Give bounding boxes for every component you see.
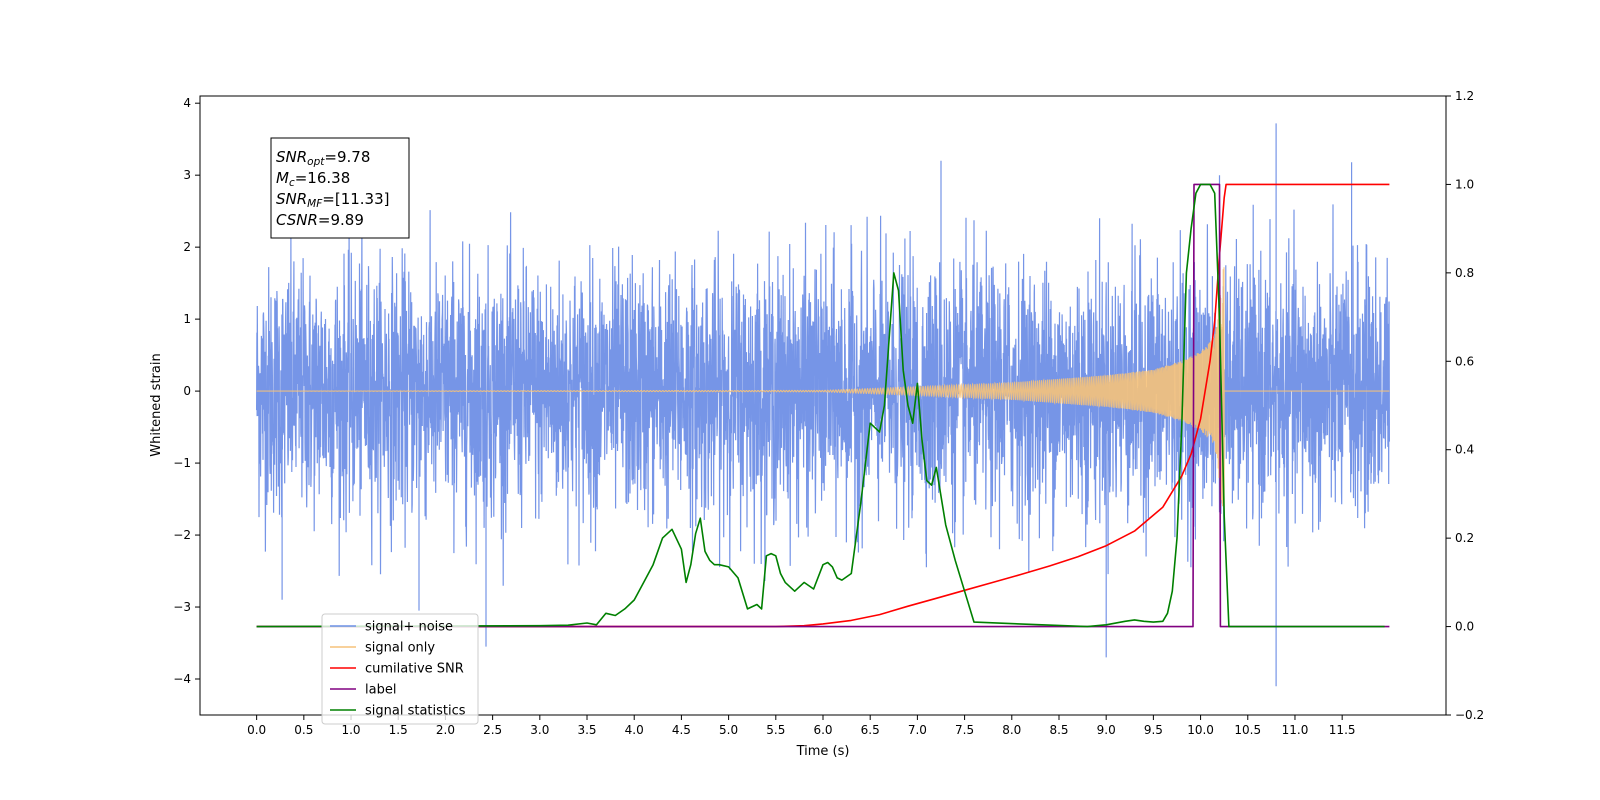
x-tick-label: 5.5 [766,723,785,737]
annotation-value: =9.78 [324,148,370,166]
x-tick-label: 0.5 [294,723,313,737]
x-tick-label: 3.5 [577,723,596,737]
y-axis-right: −0.2 0.0 0.2 0.4 0.6 0.8 1.0 1.2 [1446,89,1484,722]
legend-entry: signal only [330,641,435,656]
y-axis-label: Whitened strain [149,353,164,456]
y2-tick-label: 1.0 [1455,177,1474,191]
legend-frame [321,613,479,725]
x-tick-label: 10.0 [1187,723,1214,737]
plot-series-layer [256,123,1390,687]
legend: signal+ noise signal only cumilative SNR la… [321,613,479,725]
annotation-line: CSNR=9.89 [276,211,364,229]
annotation-subscript: c [289,177,295,189]
annotation-line: Mc=16.38 [276,169,350,189]
annotation-subscript: MF [307,198,323,210]
y-tick-label: 3 [183,168,191,182]
legend-entry: cumilative SNR [330,662,464,677]
x-tick-label: 1.0 [341,723,360,737]
x-tick-label: 6.5 [861,723,880,737]
x-tick-label: 9.0 [1097,723,1116,737]
x-tick-label: 7.0 [908,723,927,737]
y-tick-label: 2 [183,240,191,254]
y-tick-label: −1 [173,456,191,470]
snr-annotation-box: SNRopt=9.78Mc=16.38SNRMF=[11.33]CSNR=9.8… [270,137,410,239]
annotation-value: =9.89 [318,211,364,229]
x-axis-label: Time (s) [796,744,850,759]
annotation-symbol: CSNR [276,211,318,229]
legend-entry: signal+ noise [330,620,453,635]
x-tick-label: 7.5 [955,723,974,737]
legend-entry: signal statistics [330,704,466,719]
y-tick-label: −3 [173,600,191,614]
x-tick-label: 10.5 [1234,723,1261,737]
x-tick-label: 4.5 [672,723,691,737]
annotation-symbol: SNR [276,148,307,166]
x-tick-label: 5.0 [719,723,738,737]
legend-label: signal+ noise [365,620,453,635]
x-tick-label: 8.5 [1049,723,1068,737]
series-cumilative-snr-line [256,183,1390,628]
legend-label: label [365,683,396,698]
series-signal-statistics-line [256,183,1385,628]
legend-entry: label [330,683,396,698]
legend-label: signal statistics [365,704,466,719]
y-tick-label: −2 [173,528,191,542]
x-tick-label: 3.0 [530,723,549,737]
x-tick-label: 6.0 [813,723,832,737]
y-tick-label: 1 [183,312,191,326]
annotation-subscript: opt [307,156,325,168]
y2-tick-label: 0.2 [1455,531,1474,545]
x-tick-label: 11.0 [1282,723,1309,737]
y2-tick-label: 1.2 [1455,89,1474,103]
x-tick-label: 9.5 [1144,723,1163,737]
y2-tick-label: 0.8 [1455,266,1474,280]
x-tick-label: 4.0 [625,723,644,737]
x-tick-label: 2.0 [436,723,455,737]
y-tick-label: −4 [173,672,191,686]
x-axis: 0.0 0.5 1.0 1.5 2.0 2.5 3.0 3.5 4.0 4.5 5.0 5.5 6.0 6… [247,715,1356,737]
y2-tick-label: −0.2 [1455,708,1484,722]
annotation-line: SNRMF=[11.33] [276,190,390,210]
y2-tick-label: 0.4 [1455,443,1474,457]
annotation-value: =16.38 [295,169,351,187]
y2-tick-label: 0.6 [1455,354,1474,368]
x-tick-label: 8.0 [1002,723,1021,737]
y2-tick-label: 0.0 [1455,620,1474,634]
annotation-symbol: SNR [276,190,307,208]
legend-label: cumilative SNR [365,662,464,677]
legend-label: signal only [365,641,435,656]
annotation-value: =[11.33] [322,190,389,208]
series-signal-only-line [256,267,1390,521]
annotation-box-frame [270,137,410,239]
y-tick-label: 0 [183,384,191,398]
annotation-line: SNRopt=9.78 [276,148,370,168]
annotation-symbol: M [276,169,289,187]
x-tick-label: 11.5 [1329,723,1356,737]
x-tick-label: 2.5 [483,723,502,737]
x-tick-label: 0.0 [247,723,266,737]
x-tick-label: 1.5 [389,723,408,737]
y-axis-left: −4 −3 −2 −1 0 1 2 3 4 [173,96,200,686]
y-tick-label: 4 [183,96,191,110]
